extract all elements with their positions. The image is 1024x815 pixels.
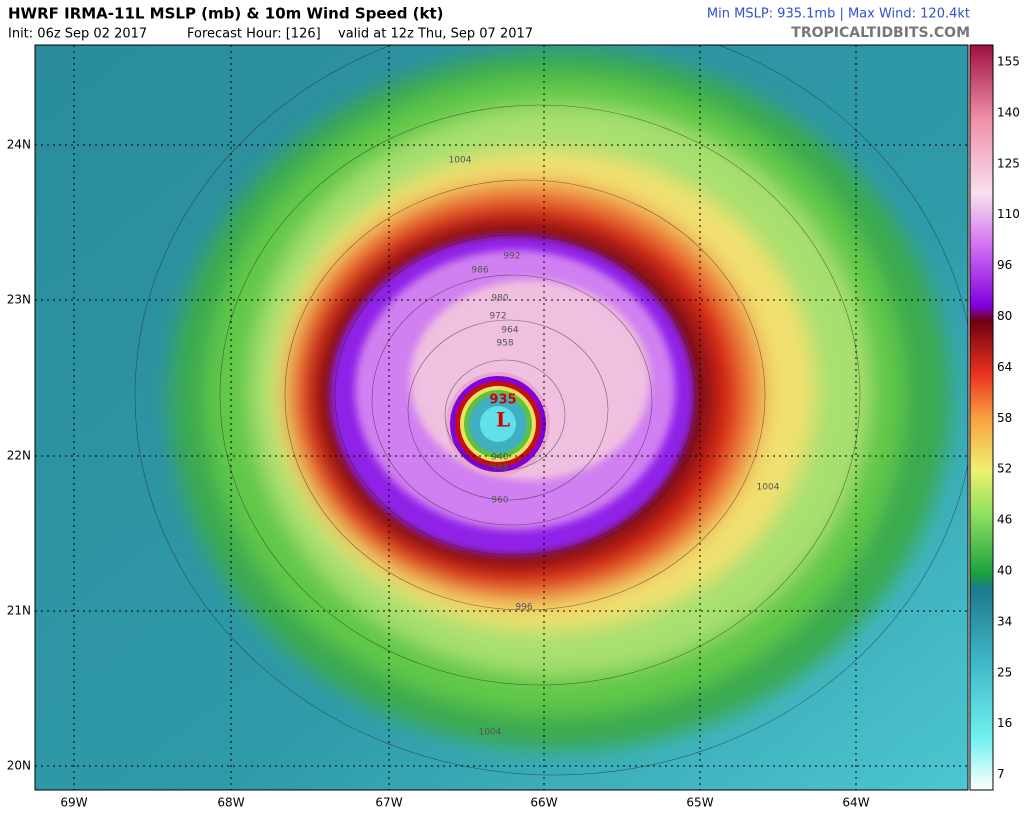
stats: Min MSLP: 935.1mb | Max Wind: 120.4kt [707, 7, 970, 22]
contour-label: 960 [491, 496, 508, 506]
colorbar-label: 40 [997, 564, 1012, 578]
contour-label: 972 [489, 312, 506, 322]
colorbar-label: 110 [997, 207, 1020, 221]
colorbar-label: 16 [997, 716, 1012, 730]
colorbar-label: 80 [997, 309, 1012, 323]
contour-label: 1004 [479, 728, 502, 738]
contour-label: 986 [471, 266, 488, 276]
lat-label: 22N [7, 449, 31, 463]
init: Init: 06z Sep 02 2017 [8, 27, 147, 42]
colorbar-label: 58 [997, 411, 1012, 425]
colorbar-label: 25 [997, 665, 1012, 679]
low-symbol: L [496, 408, 510, 432]
site: TROPICALTIDBITS.COM [791, 25, 970, 41]
center-pressure: 935 [489, 393, 516, 408]
colorbar-label: 155 [997, 55, 1020, 69]
map-frame [34, 44, 969, 791]
contour-label: 964 [501, 326, 518, 336]
contour-label: 980 [491, 294, 508, 304]
title: HWRF IRMA-11L MSLP (mb) & 10m Wind Speed… [8, 5, 444, 23]
lon-label: 69W [60, 796, 87, 810]
colorbar-label: 46 [997, 513, 1012, 527]
contour-label: 958 [496, 339, 513, 349]
colorbar-label: 34 [997, 614, 1012, 628]
colorbar-label: 64 [997, 360, 1012, 374]
lon-label: 68W [217, 796, 244, 810]
lon-label: 67W [375, 796, 402, 810]
lon-label: 65W [686, 796, 713, 810]
contour-label: 1004 [757, 483, 780, 493]
colorbar-label: 125 [997, 156, 1020, 170]
contour-label: 948 [491, 464, 508, 474]
colorbar [969, 44, 994, 791]
contour-label: 1004 [449, 156, 472, 166]
lon-label: 64W [842, 796, 869, 810]
contour-label: 992 [503, 252, 520, 262]
lon-label: 66W [530, 796, 557, 810]
colorbar-label: 96 [997, 258, 1012, 272]
graticule [35, 45, 968, 790]
lat-label: 21N [7, 604, 31, 618]
colorbar-label: 52 [997, 462, 1012, 476]
forecast-hour: Forecast Hour: [126] [187, 27, 321, 42]
valid-time: valid at 12z Thu, Sep 07 2017 [338, 27, 533, 42]
lat-label: 23N [7, 293, 31, 307]
lat-label: 24N [7, 138, 31, 152]
colorbar-label: 140 [997, 105, 1020, 119]
contour-label: 940 [491, 453, 508, 463]
lat-label: 20N [7, 759, 31, 773]
contour-label: 996 [515, 603, 532, 613]
colorbar-label: 7 [997, 767, 1005, 781]
